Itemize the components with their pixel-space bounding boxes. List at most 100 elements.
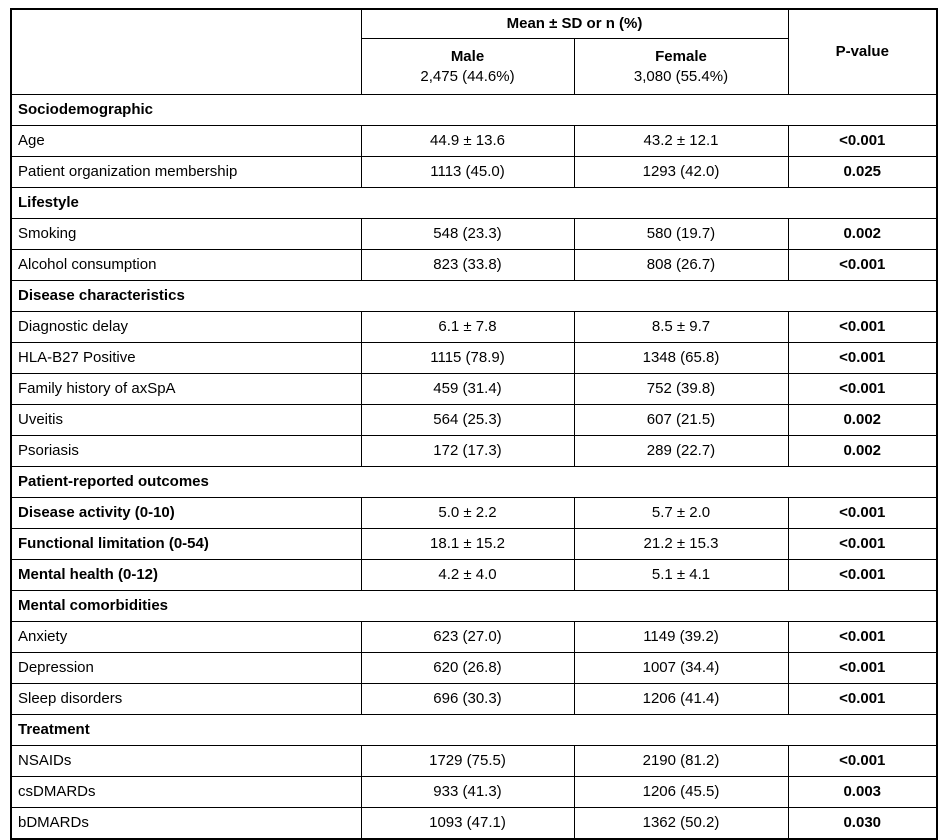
female-value: 21.2 ± 15.3 <box>573 528 789 560</box>
female-value: 8.5 ± 9.7 <box>573 311 789 343</box>
p-value: <0.001 <box>787 125 938 157</box>
table-row: Family history of axSpA 459 (31.4) 752 (39… <box>10 373 938 405</box>
section-title: Patient-reported outcomes <box>10 466 938 498</box>
female-value: 1348 (65.8) <box>573 342 789 374</box>
section-header-row: Disease characteristics <box>10 280 938 312</box>
table-row: Diagnostic delay 6.1 ± 7.8 8.5 ± 9.7 <0.001 <box>10 311 938 343</box>
row-label: csDMARDs <box>10 776 362 808</box>
female-value: 5.1 ± 4.1 <box>573 559 789 591</box>
male-value: 548 (23.3) <box>360 218 575 250</box>
female-value: 1007 (34.4) <box>573 652 789 684</box>
section-header-row: Treatment <box>10 714 938 746</box>
p-value: 0.003 <box>787 776 938 808</box>
row-label: Anxiety <box>10 621 362 653</box>
male-value: 172 (17.3) <box>360 435 575 467</box>
section-title: Disease characteristics <box>10 280 938 312</box>
table-row: NSAIDs 1729 (75.5) 2190 (81.2) <0.001 <box>10 745 938 777</box>
section-title: Sociodemographic <box>10 94 938 126</box>
p-value: <0.001 <box>787 621 938 653</box>
female-value: 43.2 ± 12.1 <box>573 125 789 157</box>
female-value: 2190 (81.2) <box>573 745 789 777</box>
table-row: Patient organization membership 1113 (45.… <box>10 156 938 188</box>
table-row: Anxiety 623 (27.0) 1149 (39.2) <0.001 <box>10 621 938 653</box>
p-value: <0.001 <box>787 497 938 529</box>
row-label: Functional limitation (0-54) <box>10 528 362 560</box>
female-value: 607 (21.5) <box>573 404 789 436</box>
table-row: Disease activity (0-10) 5.0 ± 2.2 5.7 ± 2.… <box>10 497 938 529</box>
row-label: Disease activity (0-10) <box>10 497 362 529</box>
female-value: 1206 (45.5) <box>573 776 789 808</box>
table-row: csDMARDs 933 (41.3) 1206 (45.5) 0.003 <box>10 776 938 808</box>
header-row-columns: Male 2,475 (44.6%) Female 3,080 (55.4%) <box>11 38 937 95</box>
corner-cell <box>10 8 362 95</box>
row-label: bDMARDs <box>10 807 362 840</box>
p-value: <0.001 <box>787 528 938 560</box>
female-value: 1362 (50.2) <box>573 807 789 840</box>
row-label: Mental health (0-12) <box>10 559 362 591</box>
p-value: 0.002 <box>787 218 938 250</box>
table-body: Sociodemographic Age 44.9 ± 13.6 43.2 ± 12.… <box>10 94 938 840</box>
table-row: HLA-B27 Positive 1115 (78.9) 1348 (65.8) <0… <box>10 342 938 374</box>
male-value: 6.1 ± 7.8 <box>360 311 575 343</box>
male-value: 5.0 ± 2.2 <box>360 497 575 529</box>
male-value: 696 (30.3) <box>360 683 575 715</box>
male-column-header: Male 2,475 (44.6%) <box>360 38 575 95</box>
male-value: 1093 (47.1) <box>360 807 575 840</box>
section-title: Treatment <box>10 714 938 746</box>
female-value: 289 (22.7) <box>573 435 789 467</box>
male-value: 623 (27.0) <box>360 621 575 653</box>
p-value: 0.030 <box>787 807 938 840</box>
p-value: <0.001 <box>787 745 938 777</box>
female-value: 1206 (41.4) <box>573 683 789 715</box>
female-value: 580 (19.7) <box>573 218 789 250</box>
male-value: 1729 (75.5) <box>360 745 575 777</box>
p-value: 0.025 <box>787 156 938 188</box>
male-value: 4.2 ± 4.0 <box>360 559 575 591</box>
table-row: Uveitis 564 (25.3) 607 (21.5) 0.002 <box>10 404 938 436</box>
stats-table: Mean ± SD or n (%) P-value Male 2,475 (4… <box>10 8 938 840</box>
female-value: 1293 (42.0) <box>573 156 789 188</box>
section-header-row: Sociodemographic <box>10 94 938 126</box>
table-row: Sleep disorders 696 (30.3) 1206 (41.4) <0.0… <box>10 683 938 715</box>
p-value: <0.001 <box>787 342 938 374</box>
p-value: <0.001 <box>787 311 938 343</box>
row-label: Alcohol consumption <box>10 249 362 281</box>
table-row: Depression 620 (26.8) 1007 (34.4) <0.001 <box>10 652 938 684</box>
p-value: 0.002 <box>787 435 938 467</box>
row-label: Patient organization membership <box>10 156 362 188</box>
row-label: Family history of axSpA <box>10 373 362 405</box>
p-value: 0.002 <box>787 404 938 436</box>
male-value: 1113 (45.0) <box>360 156 575 188</box>
female-column-label: Female <box>655 47 707 65</box>
table-row: Functional limitation (0-54) 18.1 ± 15.2 2… <box>10 528 938 560</box>
row-label: Diagnostic delay <box>10 311 362 343</box>
male-value: 933 (41.3) <box>360 776 575 808</box>
female-value: 808 (26.7) <box>573 249 789 281</box>
row-label: Sleep disorders <box>10 683 362 715</box>
table-row: Alcohol consumption 823 (33.8) 808 (26.7) <… <box>10 249 938 281</box>
table-row: Mental health (0-12) 4.2 ± 4.0 5.1 ± 4.1 <0… <box>10 559 938 591</box>
section-header-row: Patient-reported outcomes <box>10 466 938 498</box>
table-row: bDMARDs 1093 (47.1) 1362 (50.2) 0.030 <box>10 807 938 840</box>
male-value: 1115 (78.9) <box>360 342 575 374</box>
male-value: 459 (31.4) <box>360 373 575 405</box>
row-label: Smoking <box>10 218 362 250</box>
male-value: 44.9 ± 13.6 <box>360 125 575 157</box>
row-label: Age <box>10 125 362 157</box>
female-value: 5.7 ± 2.0 <box>573 497 789 529</box>
table-row: Psoriasis 172 (17.3) 289 (22.7) 0.002 <box>10 435 938 467</box>
row-label: Uveitis <box>10 404 362 436</box>
row-label: Depression <box>10 652 362 684</box>
male-value: 564 (25.3) <box>360 404 575 436</box>
p-value: <0.001 <box>787 683 938 715</box>
table-row: Age 44.9 ± 13.6 43.2 ± 12.1 <0.001 <box>10 125 938 157</box>
pvalue-header: P-value <box>787 8 938 95</box>
row-label: NSAIDs <box>10 745 362 777</box>
male-value: 823 (33.8) <box>360 249 575 281</box>
female-column-header: Female 3,080 (55.4%) <box>573 38 789 95</box>
row-label: Psoriasis <box>10 435 362 467</box>
row-label: HLA-B27 Positive <box>10 342 362 374</box>
section-header-row: Lifestyle <box>10 187 938 219</box>
male-column-count: 2,475 (44.6%) <box>420 68 515 85</box>
p-value: <0.001 <box>787 559 938 591</box>
